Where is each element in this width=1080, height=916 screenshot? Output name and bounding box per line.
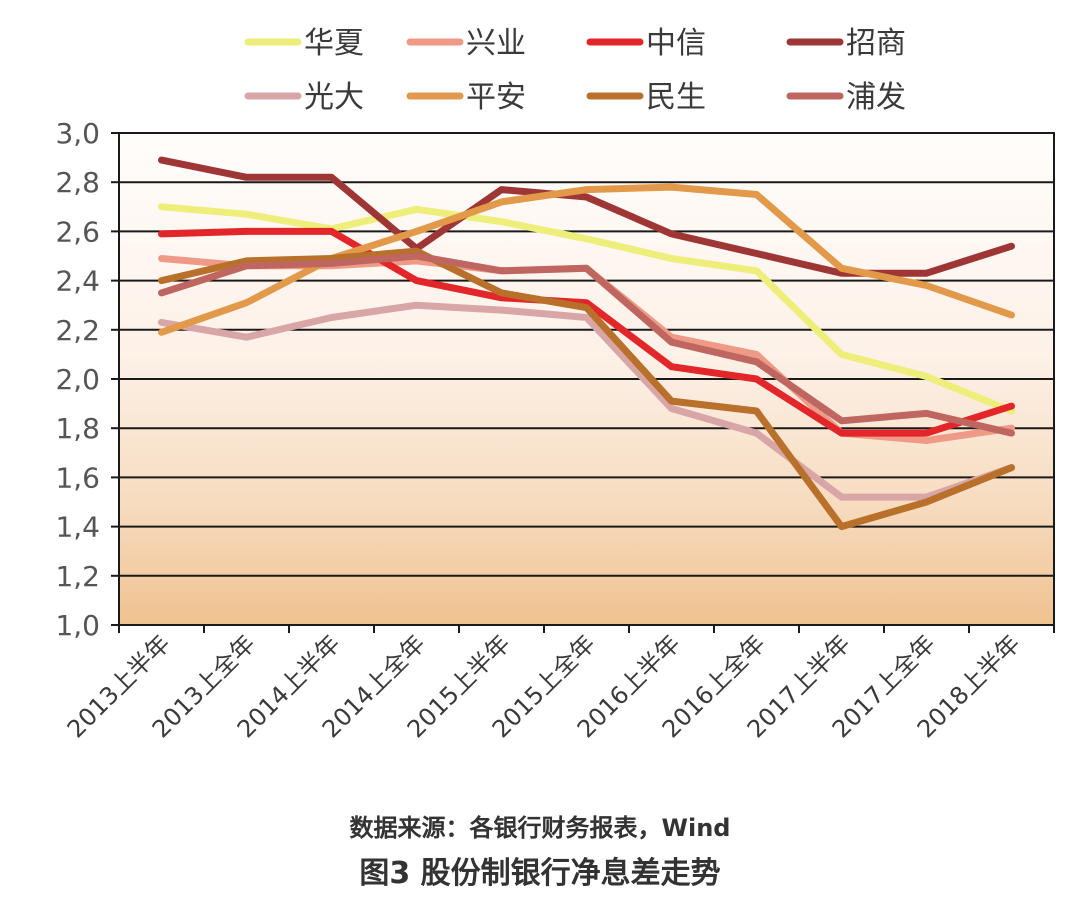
legend-item: 兴业 (406, 26, 526, 61)
y-tick-label: 3,0 (55, 117, 100, 150)
legend-label: 平安 (466, 80, 526, 115)
y-tick-label: 1,2 (55, 560, 100, 593)
legend-item: 浦发 (786, 80, 906, 115)
y-tick-label: 2,0 (55, 363, 100, 396)
legend-item: 民生 (586, 80, 706, 115)
legend-label: 民生 (646, 80, 706, 115)
y-tick-label: 2,2 (55, 314, 100, 347)
y-tick-label: 2,4 (55, 265, 100, 298)
series-line-民生 (158, 247, 1015, 531)
legend-item: 招商 (786, 26, 906, 61)
legend-label: 兴业 (466, 26, 526, 61)
series-line-浦发 (158, 252, 1015, 437)
legend-item: 光大 (244, 80, 364, 115)
legend-label: 华夏 (304, 26, 364, 61)
series-lines (158, 156, 1015, 531)
legend-label: 浦发 (846, 80, 906, 115)
series-line-华夏 (158, 203, 1015, 415)
y-tick-label: 1,0 (55, 609, 100, 642)
legend-item: 中信 (586, 26, 706, 61)
legend-item: 平安 (406, 80, 526, 115)
y-tick-label: 1,6 (55, 461, 100, 494)
line-chart: 1,0 1,2 1,4 1,6 1,8 2,0 2,2 2,4 2,6 2,8 3,0 2013上半… (55, 26, 1055, 743)
series-line-光大 (158, 301, 1015, 501)
legend-label: 中信 (646, 26, 706, 61)
legend-label: 招商 (846, 26, 906, 61)
y-tick-label: 1,8 (55, 412, 100, 445)
legend-item: 华夏 (244, 26, 364, 61)
y-axis: 1,0 1,2 1,4 1,6 1,8 2,0 2,2 2,4 2,6 2,8 3,0 (55, 117, 119, 642)
series-line-平安 (158, 183, 1015, 336)
legend-label: 光大 (304, 80, 364, 115)
y-tick-label: 1,4 (55, 511, 100, 544)
plot-border (118, 132, 1055, 626)
series-line-中信 (158, 227, 1015, 437)
x-axis: 2013上半年2013上全年2014上半年2014上全年2015上半年2015上… (62, 625, 1055, 743)
y-tick-label: 2,6 (55, 215, 100, 248)
chart-title: 图3 股份制银行净息差走势 (359, 856, 721, 891)
y-tick-label: 2,8 (55, 166, 100, 199)
data-source-caption: 数据来源：各银行财务报表，Wind (349, 814, 731, 842)
